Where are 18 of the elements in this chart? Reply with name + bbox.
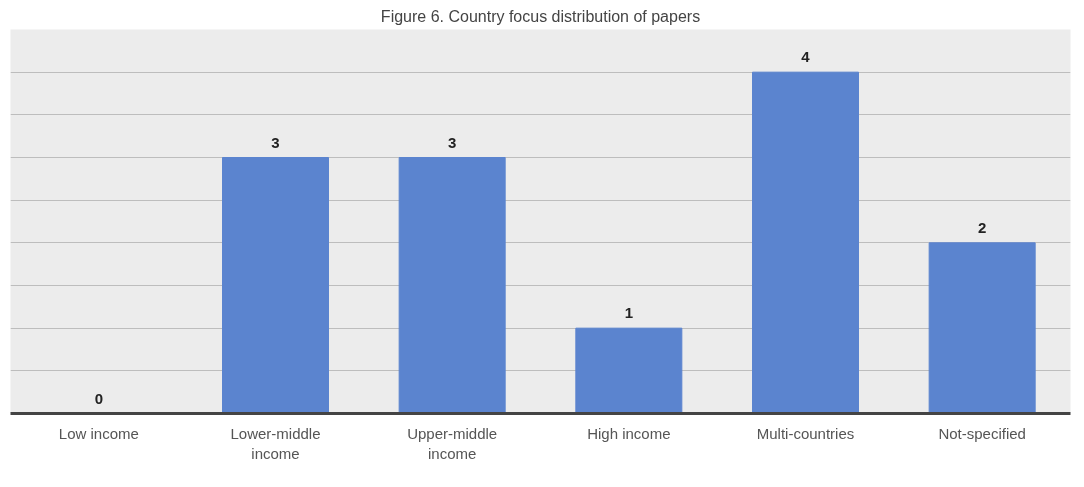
x-tick-label: Low income [58, 424, 139, 442]
data-label: 1 [624, 304, 634, 322]
data-label: 2 [978, 218, 987, 236]
bar [575, 327, 683, 414]
bar [928, 242, 1036, 414]
x-tick-label: Not-specified [938, 424, 1026, 442]
data-label: 0 [94, 389, 104, 407]
data-label: 3 [271, 133, 280, 151]
data-label: 3 [448, 133, 457, 151]
data-label: 4 [801, 48, 811, 66]
chart-title: Figure 6. Country focus distribution of papers [380, 7, 701, 25]
bar [752, 71, 859, 414]
x-tick-label: Upper-middle income [407, 424, 498, 462]
x-tick-label: Multi-countries [756, 424, 855, 442]
bar [398, 157, 506, 414]
x-tick-label: Lower-middle income [230, 424, 321, 462]
bar [222, 157, 329, 414]
x-tick-label: High income [587, 424, 671, 442]
